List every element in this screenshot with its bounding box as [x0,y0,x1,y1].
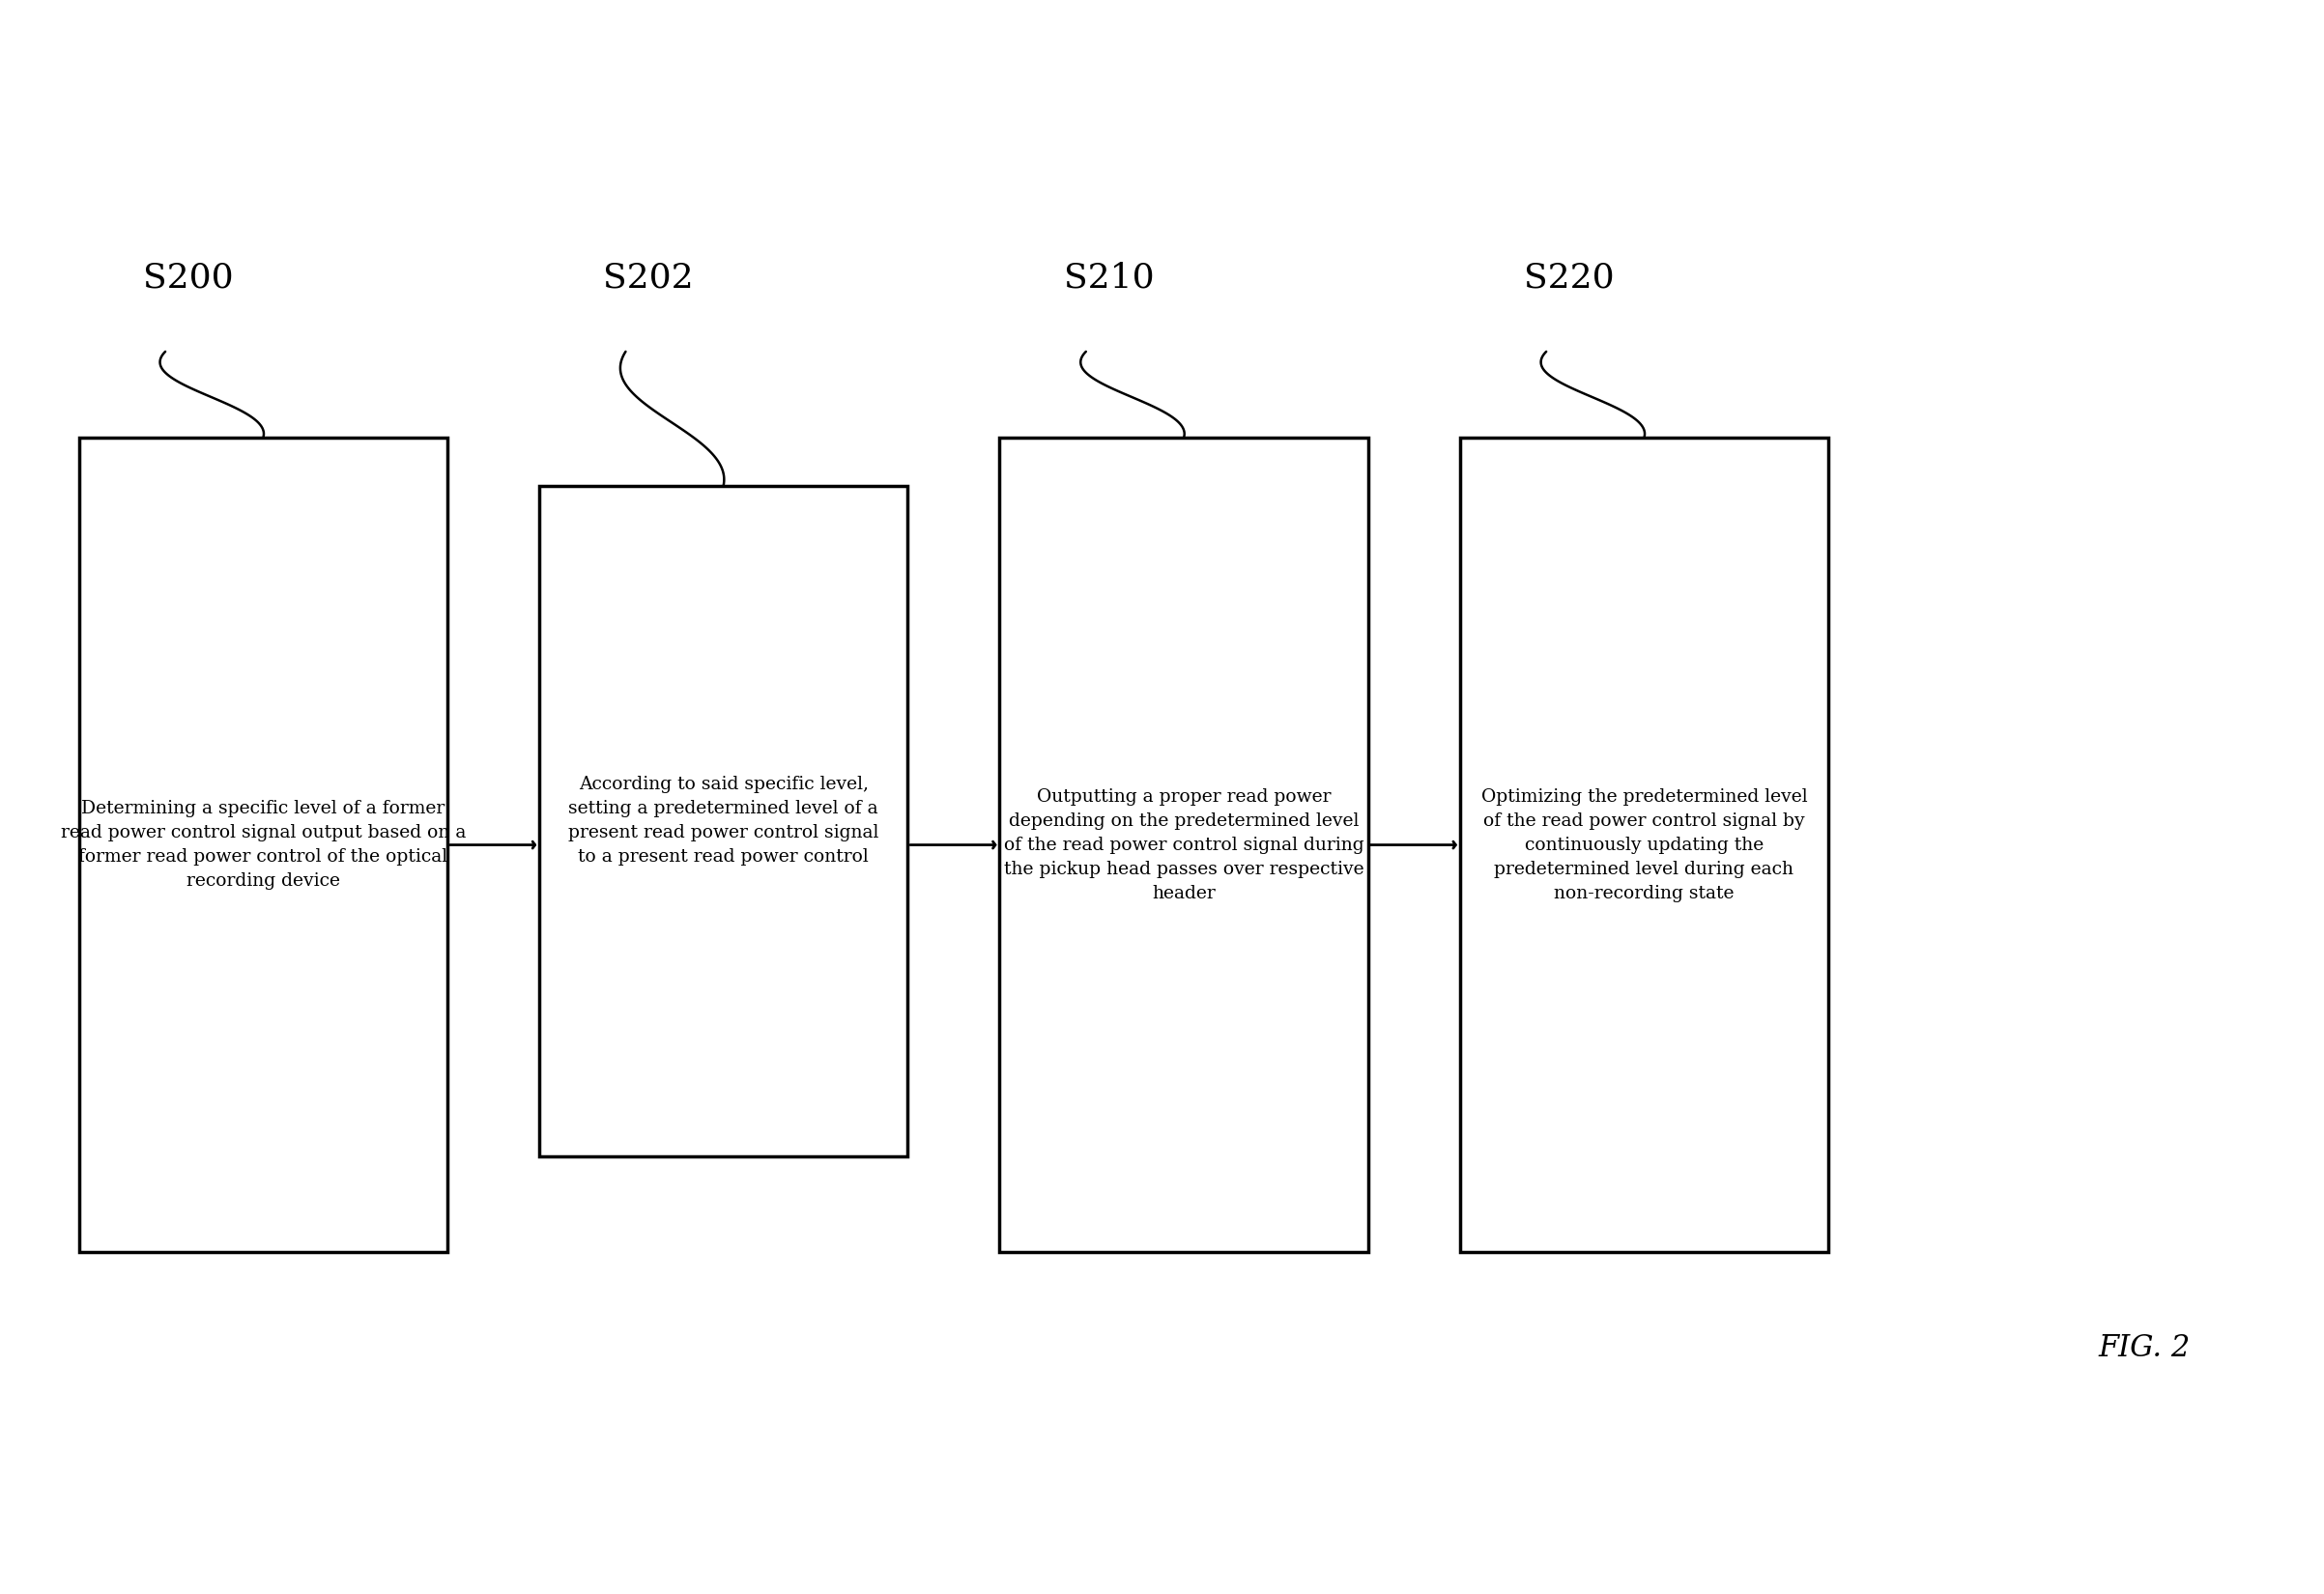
Bar [999,438,1369,1251]
Text: S210: S210 [1064,261,1155,293]
Text: Outputting a proper read power
depending on the predetermined level
of the read : Outputting a proper read power depending… [1004,787,1364,902]
Bar [79,438,446,1251]
Bar [1459,438,1829,1251]
Text: S200: S200 [144,261,235,293]
Text: FIG. 2: FIG. 2 [2099,1333,2192,1363]
Text: S202: S202 [604,261,695,293]
Text: Determining a specific level of a former
read power control signal output based : Determining a specific level of a former… [60,800,465,889]
Bar [539,486,909,1156]
Text: Optimizing the predetermined level
of the read power control signal by
continuou: Optimizing the predetermined level of th… [1480,787,1808,902]
Text: S220: S220 [1525,261,1615,293]
Text: According to said specific level,
setting a predetermined level of a
present rea: According to said specific level, settin… [567,776,878,866]
